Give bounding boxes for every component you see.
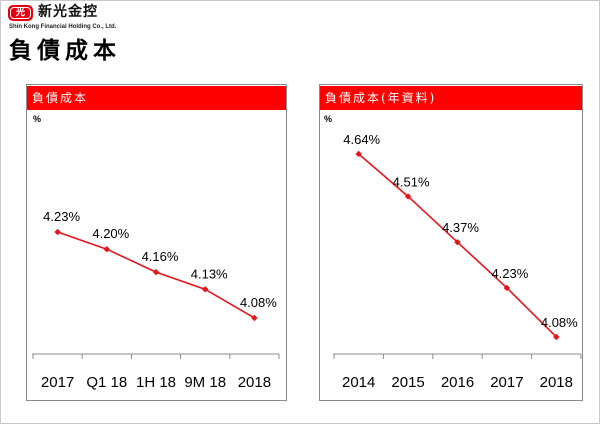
company-name: 新光金控	[38, 4, 98, 20]
page-title: 負債成本	[9, 38, 121, 64]
data-label: 4.51%	[393, 174, 430, 189]
data-label: 4.08%	[541, 315, 578, 330]
data-label: 4.37%	[442, 220, 479, 235]
chart-panel-annual: 2014 2015 2016 2017 2018 4.64% 4.51% 4.37% 4.23%…	[319, 84, 583, 401]
data-label: 4.20%	[92, 226, 129, 241]
data-point-marker	[404, 193, 412, 200]
y-unit-label: %	[324, 114, 333, 124]
data-point-marker	[54, 228, 61, 236]
data-point-marker	[103, 246, 110, 253]
x-tick-label: 2017	[490, 374, 523, 391]
data-point-marker	[503, 284, 511, 292]
chart-header: 負債成本(年資料)	[320, 86, 582, 110]
company-logo-mark: 光	[8, 5, 33, 21]
data-point-marker	[202, 286, 209, 293]
data-label: 4.13%	[191, 266, 228, 281]
y-unit-label: %	[33, 114, 42, 124]
x-tick-label: 9M 18	[184, 374, 226, 391]
quarterly-cost-chart: 2017 Q1 18 1H 18 9M 18 2018 4.23% 4.20% 4.16% 4.…	[32, 209, 280, 391]
data-point-marker	[454, 239, 461, 246]
x-tick-label: 2018	[238, 374, 271, 391]
data-label: 4.08%	[240, 295, 277, 310]
chart-panel-quarterly: 2017 Q1 18 1H 18 9M 18 2018 4.23% 4.20% 4.16% 4.…	[26, 84, 287, 401]
data-label: 4.23%	[491, 266, 528, 281]
x-tick-label: 2014	[342, 374, 375, 391]
x-tick-label: Q1 18	[86, 374, 127, 391]
x-tick-label: 2015	[391, 374, 424, 391]
x-tick-label: 1H 18	[136, 374, 176, 391]
x-tick-label: 2018	[540, 374, 573, 391]
data-point-marker	[355, 150, 362, 158]
chart-header: 負債成本	[27, 86, 286, 110]
annual-cost-chart: 2014 2015 2016 2017 2018 4.64% 4.51% 4.37% 4.23%…	[333, 132, 582, 391]
data-label: 4.23%	[43, 209, 80, 224]
series-line	[358, 153, 557, 338]
x-tick-label: 2017	[41, 374, 74, 391]
data-label: 4.16%	[142, 249, 179, 264]
data-point-marker	[152, 268, 160, 276]
data-label: 4.64%	[343, 132, 380, 147]
logo-mark-glyph: 光	[10, 7, 31, 19]
x-tick-label: 2016	[441, 374, 474, 391]
company-english-name: Shin Kong Financial Holding Co., Ltd.	[9, 24, 117, 30]
data-point-marker	[251, 314, 258, 322]
